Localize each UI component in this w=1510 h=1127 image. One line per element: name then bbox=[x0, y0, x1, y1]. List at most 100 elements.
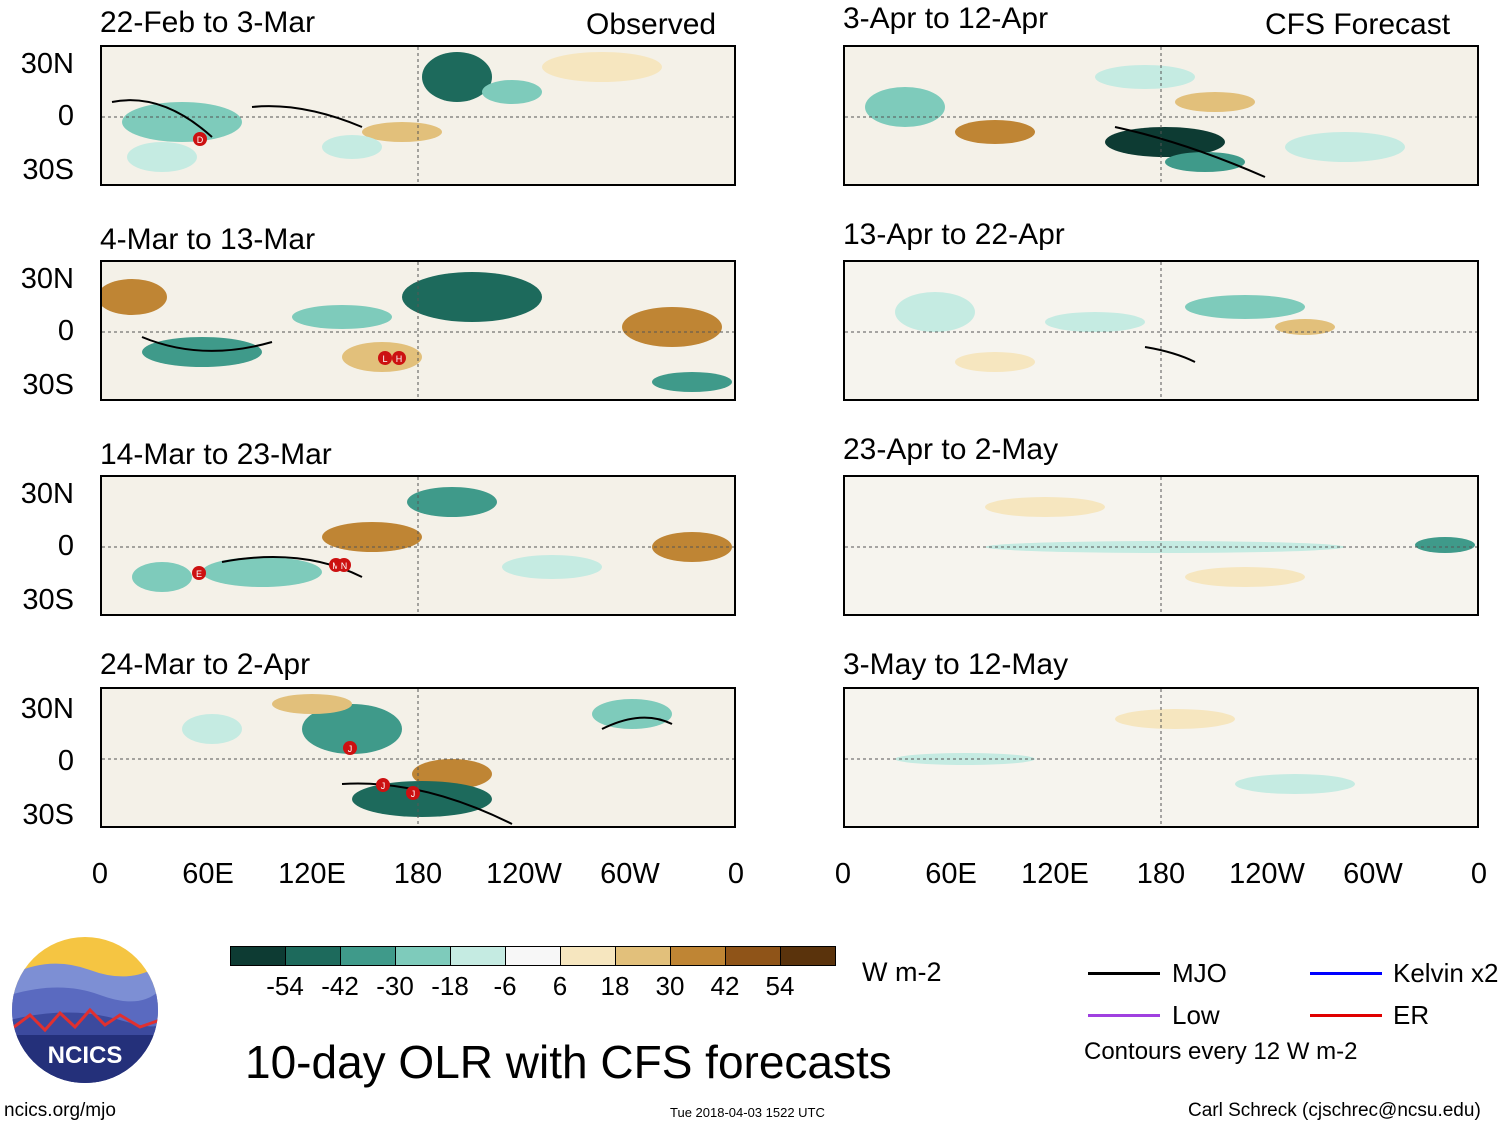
colorbar-swatch bbox=[285, 946, 341, 966]
colorbar-tick-label: 18 bbox=[600, 971, 630, 1001]
colorbar-tick-label: -42 bbox=[321, 971, 359, 1001]
storm-marker-label: J bbox=[411, 789, 416, 799]
olr-map-panel bbox=[843, 687, 1479, 828]
lon-label: 0 bbox=[1470, 858, 1488, 890]
colorbar-tick-label: 42 bbox=[710, 971, 740, 1001]
lon-label: 120W bbox=[486, 858, 562, 890]
lat-label: 30S bbox=[22, 584, 74, 616]
lon-label: 180 bbox=[393, 858, 443, 890]
panel-title: 14-Mar to 23-Mar bbox=[100, 438, 332, 471]
lat-label: 0 bbox=[57, 745, 74, 777]
storm-marker-label: D bbox=[197, 135, 204, 145]
lon-label: 60W bbox=[600, 858, 660, 890]
footer-timestamp: Tue 2018-04-03 1522 UTC bbox=[670, 1105, 825, 1120]
olr-map bbox=[845, 689, 1477, 826]
colorbar-tick-label: 30 bbox=[655, 971, 685, 1001]
colorbar-tick-label: 6 bbox=[552, 971, 568, 1001]
colorbar-swatch bbox=[780, 946, 836, 966]
storm-marker bbox=[193, 132, 207, 146]
lat-label: 30S bbox=[22, 369, 74, 401]
lat-label: 0 bbox=[57, 315, 74, 347]
olr-map-panel bbox=[843, 260, 1479, 401]
storm-marker bbox=[376, 778, 390, 792]
olr-map: L H bbox=[102, 262, 734, 399]
lon-label: 120W bbox=[1229, 858, 1305, 890]
lat-label: 30S bbox=[22, 154, 74, 186]
olr-map-panel: J J J bbox=[100, 687, 736, 828]
lat-label: 30N bbox=[20, 478, 74, 510]
panel-title: 4-Mar to 13-Mar bbox=[100, 223, 316, 256]
logo-text: NCICS bbox=[48, 1042, 123, 1069]
storm-marker bbox=[378, 351, 392, 365]
colorbar-swatch bbox=[560, 946, 616, 966]
colorbar-tick-label: -6 bbox=[493, 971, 517, 1001]
colorbar-tick-label: -54 bbox=[266, 971, 304, 1001]
olr-map: D bbox=[102, 47, 734, 184]
colorbar-units: W m-2 bbox=[862, 957, 942, 987]
ncics-logo: NCICS bbox=[10, 935, 160, 1085]
olr-map: J J J bbox=[102, 689, 734, 826]
storm-marker bbox=[192, 566, 206, 580]
lon-label: 0 bbox=[727, 858, 745, 890]
olr-map bbox=[845, 262, 1477, 399]
legend-label-low: Low bbox=[1172, 1000, 1220, 1030]
footer-author: Carl Schreck (cjschrec@ncsu.edu) bbox=[1188, 1100, 1481, 1121]
legend-label-er: ER bbox=[1393, 1000, 1430, 1030]
contour-note: Contours every 12 W m-2 bbox=[1084, 1038, 1358, 1065]
storm-marker-label: J bbox=[381, 781, 386, 791]
colorbar-swatch bbox=[395, 946, 451, 966]
olr-map: E M N bbox=[102, 477, 734, 614]
colorbar-swatch bbox=[230, 946, 286, 966]
panel-title: 24-Mar to 2-Apr bbox=[100, 648, 311, 681]
storm-marker bbox=[406, 786, 420, 800]
footer-url: ncics.org/mjo bbox=[4, 1100, 116, 1121]
legend-swatch-mjo bbox=[1088, 972, 1160, 975]
legend-label-kelvin: Kelvin x2 bbox=[1393, 958, 1499, 988]
storm-marker bbox=[392, 351, 406, 365]
colorbar-swatch bbox=[340, 946, 396, 966]
panel-title: 3-Apr to 12-Apr bbox=[843, 2, 1049, 35]
lon-label: 180 bbox=[1136, 858, 1186, 890]
panel-title: 13-Apr to 22-Apr bbox=[843, 218, 1065, 251]
colorbar-swatch bbox=[725, 946, 781, 966]
storm-marker-label: H bbox=[396, 354, 403, 364]
lat-label: 30N bbox=[20, 48, 74, 80]
lat-label: 0 bbox=[57, 100, 74, 132]
panel-title: 3-May to 12-May bbox=[843, 648, 1069, 681]
storm-marker-label: M bbox=[332, 561, 340, 571]
colorbar-tick-label: -30 bbox=[376, 971, 414, 1001]
lon-label: 120E bbox=[1021, 858, 1089, 890]
lon-label: 60E bbox=[182, 858, 234, 890]
colorbar-swatch bbox=[505, 946, 561, 966]
olr-map-panel: E M N bbox=[100, 475, 736, 616]
storm-marker bbox=[343, 741, 357, 755]
legend-swatch-kelvin bbox=[1310, 972, 1382, 975]
lon-label: 0 bbox=[834, 858, 852, 890]
storm-marker-label: L bbox=[382, 354, 387, 364]
storm-marker-label: J bbox=[348, 744, 353, 754]
lat-label: 30N bbox=[20, 263, 74, 295]
olr-map bbox=[845, 47, 1477, 184]
colorbar-tick-label: -18 bbox=[431, 971, 469, 1001]
olr-map-panel: D bbox=[100, 45, 736, 186]
legend-swatch-low bbox=[1088, 1014, 1160, 1017]
legend-swatch-er bbox=[1310, 1014, 1382, 1017]
storm-marker-label: N bbox=[341, 561, 348, 571]
observed-header: Observed bbox=[586, 8, 717, 41]
lon-label: 60W bbox=[1343, 858, 1403, 890]
lat-label: 30S bbox=[22, 799, 74, 831]
olr-map bbox=[845, 477, 1477, 614]
legend-label-mjo: MJO bbox=[1172, 958, 1227, 988]
colorbar-swatch bbox=[615, 946, 671, 966]
olr-map-panel bbox=[843, 475, 1479, 616]
panel-title: 22-Feb to 3-Mar bbox=[100, 6, 316, 39]
olr-map-panel bbox=[843, 45, 1479, 186]
colorbar-swatch bbox=[670, 946, 726, 966]
storm-marker-label: E bbox=[196, 569, 202, 579]
forecast-header: CFS Forecast bbox=[1265, 8, 1451, 41]
olr-map-panel: L H bbox=[100, 260, 736, 401]
storm-marker bbox=[337, 558, 351, 572]
main-title: 10-day OLR with CFS forecasts bbox=[245, 1036, 892, 1088]
colorbar-tick-label: 54 bbox=[765, 971, 795, 1001]
lon-label: 60E bbox=[925, 858, 977, 890]
